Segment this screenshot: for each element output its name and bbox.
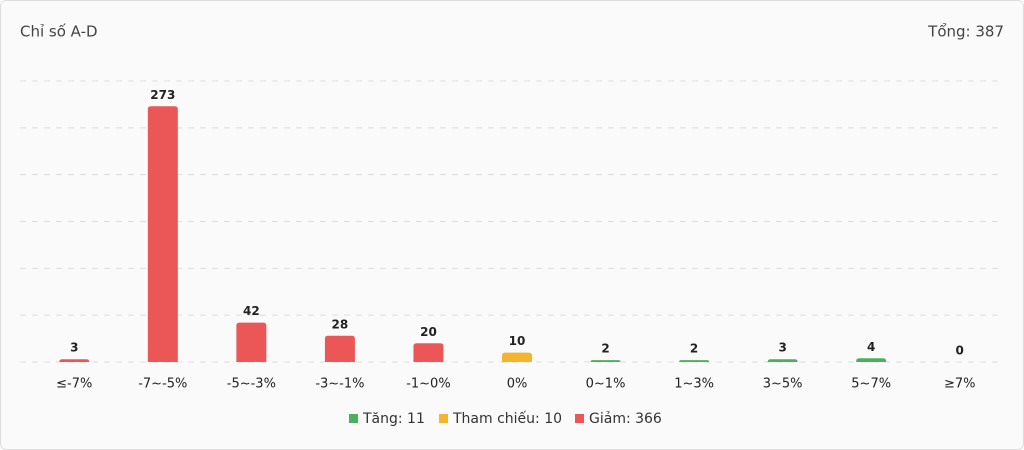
legend-swatch bbox=[575, 414, 584, 423]
legend-swatch bbox=[439, 414, 448, 423]
bar bbox=[502, 352, 532, 362]
bar bbox=[590, 360, 621, 362]
bar bbox=[59, 359, 90, 362]
value-label: 273 bbox=[150, 88, 175, 102]
x-tick-label: 0% bbox=[507, 377, 528, 392]
legend-label: Tham chiếu: 10 bbox=[452, 410, 562, 427]
value-label: 0 bbox=[956, 344, 964, 358]
value-label: 3 bbox=[778, 341, 786, 355]
x-tick-label: -1~0% bbox=[406, 377, 450, 392]
value-label: 3 bbox=[70, 341, 78, 355]
value-label: 2 bbox=[601, 342, 609, 356]
x-tick-label: ≤-7% bbox=[56, 377, 92, 392]
x-tick-label: -7~-5% bbox=[138, 377, 187, 392]
chart-title: Chỉ số A-D bbox=[20, 23, 98, 41]
legend-label: Tăng: 11 bbox=[362, 411, 425, 427]
value-label: 20 bbox=[420, 325, 437, 339]
x-tick-label: 1~3% bbox=[674, 377, 714, 392]
value-label: 10 bbox=[509, 334, 526, 348]
value-label: 4 bbox=[867, 340, 875, 354]
bar bbox=[147, 106, 178, 362]
bar bbox=[856, 358, 887, 362]
value-label: 2 bbox=[690, 342, 698, 356]
bar bbox=[324, 335, 355, 362]
legend-swatch bbox=[349, 414, 358, 423]
bar bbox=[767, 359, 798, 362]
x-tick-label: ≥7% bbox=[944, 377, 976, 392]
x-tick-label: 3~5% bbox=[763, 377, 803, 392]
x-tick-label: -3~-1% bbox=[315, 377, 364, 392]
value-label: 28 bbox=[332, 317, 349, 331]
x-tick-label: 5~7% bbox=[851, 377, 891, 392]
total: Tổng: 387 bbox=[927, 23, 1004, 41]
bar bbox=[236, 322, 267, 362]
x-tick-label: -5~-3% bbox=[227, 377, 276, 392]
x-tick-label: 0~1% bbox=[586, 377, 626, 392]
value-label: 42 bbox=[243, 304, 260, 318]
bar bbox=[413, 343, 444, 362]
bar bbox=[679, 360, 710, 362]
legend-label: Giảm: 366 bbox=[589, 411, 662, 427]
